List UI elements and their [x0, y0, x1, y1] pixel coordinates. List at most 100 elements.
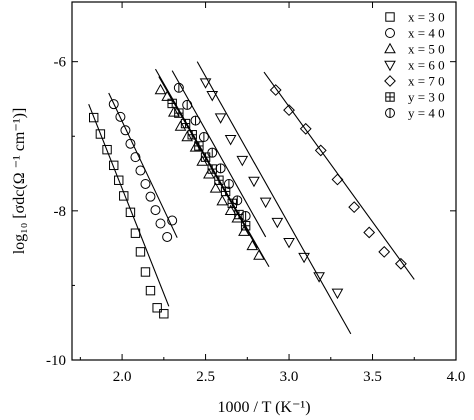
- data-point: [140, 178, 151, 189]
- data-point: [223, 178, 234, 189]
- marker-shape: [181, 130, 194, 142]
- marker-shape: [385, 108, 395, 118]
- legend-marker: [385, 12, 395, 22]
- marker-shape: [248, 176, 260, 188]
- marker-shape: [125, 207, 136, 218]
- marker-shape: [150, 205, 161, 216]
- data-point: [181, 130, 194, 142]
- marker-shape: [348, 201, 361, 214]
- legend-marker: [385, 28, 395, 38]
- data-point: [102, 144, 112, 155]
- data-point: [348, 201, 361, 214]
- data-point: [269, 84, 282, 96]
- marker-shape: [394, 257, 407, 270]
- legend-label: x = 3 0: [408, 10, 445, 25]
- marker-shape: [283, 104, 295, 117]
- data-point: [215, 163, 226, 174]
- legend-label: x = 4 0: [408, 26, 445, 41]
- marker-shape: [240, 211, 251, 222]
- data-point: [240, 211, 251, 222]
- data-point: [162, 231, 173, 242]
- marker-shape: [378, 245, 391, 258]
- data-point: [299, 122, 312, 135]
- data-point: [283, 237, 295, 249]
- data-point: [159, 309, 169, 319]
- marker-shape: [154, 83, 167, 95]
- data-point: [227, 198, 237, 209]
- marker-shape: [182, 99, 193, 110]
- marker-shape: [152, 303, 162, 313]
- data-point: [119, 191, 129, 201]
- marker-shape: [155, 218, 166, 229]
- data-point: [174, 120, 187, 131]
- y-tick-label: -8: [54, 204, 67, 220]
- data-point: [155, 218, 166, 229]
- data-point: [167, 106, 180, 117]
- marker-shape: [130, 228, 141, 238]
- marker-shape: [102, 144, 112, 155]
- legend-marker: [384, 75, 396, 87]
- fit-line: [108, 92, 178, 238]
- legend-label: y = 4 0: [408, 106, 445, 121]
- data-point: [187, 130, 197, 140]
- data-point: [214, 175, 224, 185]
- data-point: [125, 138, 136, 149]
- marker-shape: [95, 129, 106, 139]
- data-point: [135, 247, 146, 257]
- marker-shape: [207, 147, 218, 158]
- marker-shape: [298, 252, 310, 264]
- legend-label: x = 6 0: [408, 58, 445, 73]
- marker-shape: [331, 173, 344, 186]
- data-point: [248, 176, 260, 188]
- data-point: [246, 239, 259, 251]
- marker-shape: [198, 131, 209, 142]
- fit-line: [171, 70, 267, 238]
- x-axis-title: 1000 / T (K⁻¹): [217, 399, 310, 416]
- data-point: [114, 175, 124, 185]
- data-point: [198, 131, 209, 142]
- marker-shape: [214, 113, 227, 124]
- x-tick-label: 4.0: [447, 369, 466, 385]
- marker-shape: [167, 106, 180, 117]
- marker-shape: [161, 90, 174, 101]
- marker-shape: [223, 178, 234, 189]
- marker-shape: [89, 112, 99, 123]
- marker-shape: [135, 247, 146, 257]
- legend-marker: [384, 42, 396, 54]
- marker-shape: [283, 237, 295, 249]
- marker-shape: [313, 272, 325, 283]
- data-point: [238, 225, 250, 236]
- data-point: [240, 221, 251, 231]
- marker-shape: [384, 60, 396, 72]
- data-point: [224, 135, 237, 146]
- marker-shape: [145, 191, 156, 202]
- marker-shape: [299, 122, 312, 135]
- marker-shape: [246, 239, 259, 251]
- data-point: [89, 112, 99, 123]
- data-point: [154, 83, 167, 95]
- legend-marker: [384, 60, 396, 72]
- data-point: [190, 115, 201, 126]
- data-point: [189, 141, 202, 152]
- marker-shape: [115, 111, 126, 122]
- marker-shape: [130, 152, 141, 163]
- data-point: [313, 272, 325, 283]
- data-point: [95, 129, 106, 139]
- data-point: [314, 144, 327, 157]
- data-point: [232, 195, 243, 206]
- data-point: [182, 99, 193, 110]
- data-point: [125, 207, 136, 218]
- y-tick-label: -6: [54, 55, 67, 71]
- marker-shape: [232, 195, 243, 206]
- marker-shape: [125, 138, 136, 149]
- marker-shape: [135, 165, 146, 176]
- data-point: [216, 194, 229, 206]
- marker-shape: [120, 125, 131, 136]
- marker-shape: [259, 197, 272, 209]
- legend-label: y = 3 0: [408, 90, 445, 105]
- marker-shape: [224, 135, 237, 146]
- data-point: [120, 125, 131, 136]
- marker-shape: [269, 84, 282, 96]
